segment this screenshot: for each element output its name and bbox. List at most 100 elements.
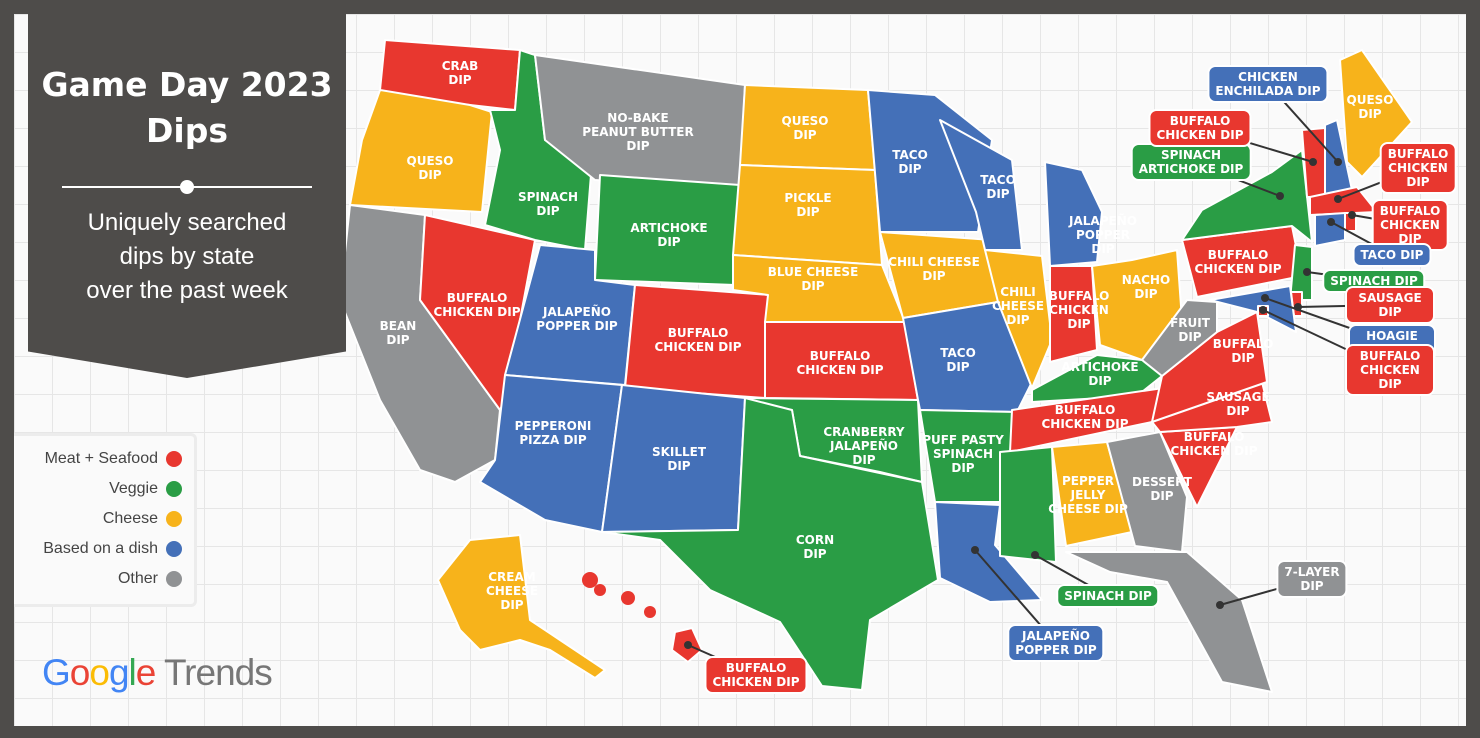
page-title: Game Day 2023 Dips (41, 65, 333, 150)
legend-swatch (166, 481, 182, 497)
state-in (1049, 265, 1098, 363)
callout-de: SAUSAGE DIP (1345, 286, 1435, 324)
state-ny (1181, 149, 1313, 243)
state-wi (939, 119, 1023, 251)
legend-item-veggie: Veggie (14, 474, 194, 504)
callout-la: JALAPEÑO POPPER DIP (1007, 624, 1105, 662)
state-nj (1289, 244, 1313, 301)
callout-ct: TACO DIP (1352, 243, 1432, 267)
state-label-nm: SKILLET DIP (652, 445, 707, 473)
state-ga (1106, 431, 1188, 553)
hawaii-island (594, 584, 606, 596)
logo-google: Google (42, 652, 156, 693)
callout-ms: SPINACH DIP (1056, 584, 1160, 608)
state-or (349, 89, 493, 213)
hawaii-island (582, 572, 598, 588)
hawaii-island (644, 606, 656, 618)
state-label-ca: BEAN DIP (380, 319, 417, 347)
state-wv (1141, 299, 1218, 377)
state-label-oh: NACHO DIP (1122, 273, 1170, 301)
callout-dot (1261, 294, 1269, 302)
hawaii-island (621, 591, 635, 605)
state-label-nv: BUFFALO CHICKEN DIP (433, 291, 520, 319)
callout-dot (1334, 195, 1342, 203)
callout-dot (971, 546, 979, 554)
legend-swatch (166, 511, 182, 527)
state-label-wv: FRUIT DIP (1170, 316, 1211, 344)
state-label-ga: DESSERT DIP (1132, 475, 1193, 503)
legend-label: Cheese (102, 510, 158, 527)
callout-dot (1216, 601, 1224, 609)
legend-label: Other (117, 570, 158, 587)
callout-dot (1303, 268, 1311, 276)
state-label-ks: BUFFALO CHICKEN DIP (796, 349, 883, 377)
callout-ri: BUFFALO CHICKEN DIP (1371, 199, 1449, 251)
callout-dot (1309, 158, 1317, 166)
state-label-or: QUESO DIP (407, 154, 454, 182)
state-label-az: PEPPERONI PIZZA DIP (515, 419, 592, 447)
divider (62, 180, 312, 194)
state-label-me: QUESO DIP (1347, 93, 1394, 121)
state-label-pa: BUFFALO CHICKEN DIP (1194, 248, 1281, 276)
divider-dot (180, 180, 194, 194)
state-label-nd: QUESO DIP (782, 114, 829, 142)
callout-ma: BUFFALO CHICKEN DIP (1379, 142, 1457, 194)
legend: Meat + Seafood Veggie Cheese Based on a dis… (14, 433, 197, 607)
callout-vt: BUFFALO CHICKEN DIP (1148, 109, 1252, 147)
state-label-co: BUFFALO CHICKEN DIP (654, 326, 741, 354)
callout-fl: 7-LAYER DIP (1276, 560, 1348, 598)
state-label-wi: TACO DIP (980, 173, 1016, 201)
callout-dc: BUFFALO CHICKEN DIP (1345, 344, 1435, 396)
legend-swatch (166, 571, 182, 587)
state-label-wa: CRAB DIP (442, 59, 478, 87)
state-label-sc: BUFFALO CHICKEN DIP (1170, 430, 1257, 458)
state-label-ky: ARTICHOKE DIP (1061, 360, 1138, 388)
state-label-mi: JALAPEÑO POPPER DIP (1068, 213, 1137, 256)
state-mi (1044, 161, 1103, 267)
state-fl (1065, 551, 1273, 693)
state-az (479, 374, 623, 533)
state-label-mo: TACO DIP (940, 346, 976, 374)
state-label-va: BUFFALO DIP (1213, 337, 1274, 365)
state-label-sd: PICKLE DIP (784, 191, 831, 219)
state-label-al: PEPPER JELLY CHEESE DIP (1048, 474, 1128, 516)
state-label-ut: JALAPEÑO POPPER DIP (536, 304, 618, 333)
state-label-ia: CHILI CHEESE DIP (888, 255, 980, 283)
legend-item-cheese: Cheese (14, 504, 194, 534)
logo-trends: Trends (163, 652, 273, 693)
callout-dot (1334, 158, 1342, 166)
legend-label: Veggie (109, 480, 158, 497)
state-label-ar: PUFF PASTY SPINACH DIP (922, 433, 1004, 475)
state-ak (437, 534, 606, 679)
google-trends-logo: Google Trends (42, 652, 273, 694)
callout-dot (684, 641, 692, 649)
state-il (984, 249, 1053, 389)
state-label-ne: BLUE CHEESE DIP (768, 265, 859, 293)
state-label-il: CHILI CHEESE DIP (992, 285, 1044, 327)
subtitle: Uniquely searched dips by state over the… (86, 209, 288, 304)
state-label-tx: CORN DIP (796, 533, 834, 561)
callout-dot (1031, 551, 1039, 559)
state-ct (1314, 212, 1346, 247)
callout-dot (1276, 192, 1284, 200)
state-label-mt: NO-BAKE PEANUT BUTTER DIP (582, 111, 693, 153)
legend-label: Based on a dish (43, 540, 158, 557)
legend-swatch (166, 541, 182, 557)
legend-swatch (166, 451, 182, 467)
state-label-ak: CREAM CHEESE DIP (486, 570, 538, 612)
legend-item-meat: Meat + Seafood (14, 444, 194, 474)
callout-dot (1327, 218, 1335, 226)
callout-dot (1348, 211, 1356, 219)
state-ms (999, 446, 1057, 563)
state-label-tn: BUFFALO CHICKEN DIP (1041, 403, 1128, 431)
state-label-in: BUFFALO CHICKEN DIP (1049, 289, 1110, 331)
state-tx (601, 397, 939, 691)
legend-item-other: Other (14, 564, 194, 594)
legend-item-dish: Based on a dish (14, 534, 194, 564)
state-label-nc: SAUSAGE DIP (1206, 390, 1269, 418)
callout-hi: BUFFALO CHICKEN DIP (704, 656, 808, 694)
state-md (1209, 285, 1297, 333)
state-label-mn: TACO DIP (892, 148, 928, 176)
state-label-id: SPINACH DIP (518, 190, 578, 218)
